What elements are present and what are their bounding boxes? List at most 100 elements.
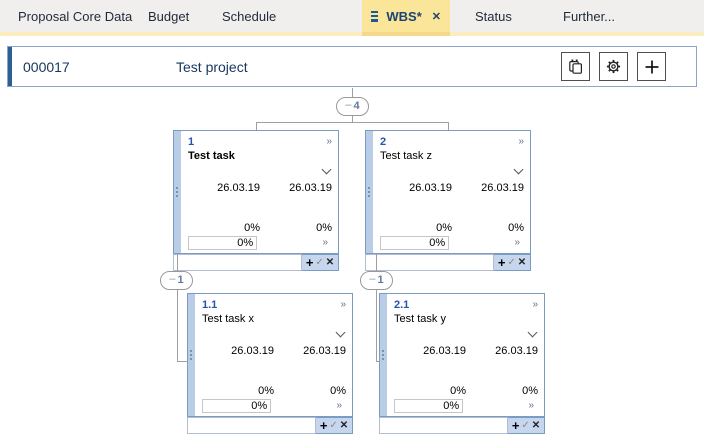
new-task-input[interactable]: [187, 417, 316, 434]
task-start-date: 26.03.19: [231, 345, 274, 357]
hamburger-menu-icon[interactable]: [371, 10, 379, 22]
expand-details-icon[interactable]: »: [532, 299, 538, 310]
drag-handle-icon: [190, 350, 192, 360]
card-footer-actions: + ✓ ✕: [508, 417, 545, 434]
card-drag-strip[interactable]: [380, 294, 387, 416]
task-number: 2: [380, 136, 387, 148]
expand-more-icon[interactable]: »: [322, 237, 328, 248]
delete-icon[interactable]: ✕: [517, 256, 527, 268]
settings-button[interactable]: [599, 52, 628, 81]
task-percent-right: 0%: [316, 222, 332, 234]
card-drag-strip[interactable]: [188, 294, 195, 416]
drag-handle-icon: [368, 187, 370, 197]
task-start-date: 26.03.19: [423, 345, 466, 357]
expand-details-icon[interactable]: »: [340, 299, 346, 310]
task-card-2-1[interactable]: 2.1 » Test task y 26.03.19 26.03.19 0% 0…: [379, 293, 545, 434]
task-percent-right: 0%: [330, 385, 346, 397]
confirm-icon[interactable]: ✓: [507, 256, 516, 268]
expand-details-icon[interactable]: »: [518, 136, 524, 147]
add-node-button[interactable]: [637, 52, 666, 81]
card-footer: + ✓ ✕: [173, 254, 339, 271]
task-title[interactable]: Test task y: [394, 313, 446, 325]
connector-line: [448, 122, 449, 130]
task-card-1-1[interactable]: 1.1 » Test task x 26.03.19 26.03.19 0% 0…: [187, 293, 353, 434]
active-tab-underline: [362, 32, 450, 36]
task-percent-left: 0%: [436, 222, 452, 234]
drag-handle-icon: [382, 350, 384, 360]
tab-further[interactable]: Further...: [563, 8, 616, 24]
project-header-bar: 000017 Test project: [7, 46, 697, 87]
collapse-count: 4: [353, 100, 360, 112]
tab-bar: Proposal Core Data Budget Schedule WBS* …: [0, 0, 704, 32]
task-end-date: 26.03.19: [481, 182, 524, 194]
delete-icon[interactable]: ✕: [325, 256, 335, 268]
connector-line: [376, 254, 377, 271]
copy-icon: [567, 58, 584, 75]
new-task-input[interactable]: [379, 417, 508, 434]
tab-proposal-core-data[interactable]: Proposal Core Data: [18, 8, 133, 24]
confirm-icon[interactable]: ✓: [521, 419, 530, 431]
copy-button[interactable]: [561, 52, 590, 81]
connector-line: [352, 116, 353, 123]
connector-line: [352, 88, 353, 97]
confirm-icon[interactable]: ✓: [315, 256, 324, 268]
tab-schedule[interactable]: Schedule: [222, 8, 277, 24]
task-percent-right: 0%: [508, 222, 524, 234]
connector-line: [177, 290, 178, 362]
connector-line: [256, 122, 257, 130]
chevron-down-icon[interactable]: [527, 327, 538, 338]
collapse-minus-icon: –: [345, 99, 352, 111]
tab-wbs-label: WBS*: [386, 8, 422, 24]
task-percent-input[interactable]: 0%: [394, 399, 464, 413]
new-task-input[interactable]: [365, 254, 494, 271]
delete-icon[interactable]: ✕: [531, 419, 541, 431]
new-task-input[interactable]: [173, 254, 302, 271]
task-percent-left: 0%: [244, 222, 260, 234]
collapse-pill-branch-1[interactable]: – 1: [160, 271, 193, 290]
card-footer-actions: + ✓ ✕: [316, 417, 353, 434]
collapse-pill-root[interactable]: – 4: [336, 97, 369, 116]
delete-icon[interactable]: ✕: [339, 419, 349, 431]
add-child-icon[interactable]: +: [511, 418, 520, 433]
tab-close-icon[interactable]: ✕: [431, 10, 441, 23]
card-footer: + ✓ ✕: [187, 417, 353, 434]
card-footer-actions: + ✓ ✕: [494, 254, 531, 271]
add-child-icon[interactable]: +: [497, 255, 506, 270]
collapse-minus-icon: –: [169, 273, 176, 285]
tab-status[interactable]: Status: [475, 8, 512, 24]
header-accent-strip: [8, 47, 12, 86]
chevron-down-icon[interactable]: [321, 164, 332, 175]
expand-details-icon[interactable]: »: [326, 136, 332, 147]
task-card-1[interactable]: 1 » Test task 26.03.19 26.03.19 0% 0% 0%…: [173, 130, 339, 271]
tab-wbs-active[interactable]: WBS* ✕: [362, 0, 450, 32]
connector-line: [177, 361, 188, 362]
card-footer: + ✓ ✕: [379, 417, 545, 434]
chevron-down-icon[interactable]: [335, 327, 346, 338]
task-percent-input[interactable]: 0%: [188, 236, 258, 250]
expand-more-icon[interactable]: »: [528, 400, 534, 411]
task-title[interactable]: Test task x: [202, 313, 254, 325]
expand-more-icon[interactable]: »: [336, 400, 342, 411]
task-end-date: 26.03.19: [289, 182, 332, 194]
task-title[interactable]: Test task: [188, 150, 235, 162]
task-percent-right: 0%: [522, 385, 538, 397]
task-card-2[interactable]: 2 » Test task z 26.03.19 26.03.19 0% 0% …: [365, 130, 531, 271]
confirm-icon[interactable]: ✓: [329, 419, 338, 431]
card-drag-strip[interactable]: [366, 131, 373, 253]
task-percent-left: 0%: [258, 385, 274, 397]
collapse-minus-icon: –: [369, 273, 376, 285]
card-footer: + ✓ ✕: [365, 254, 531, 271]
chevron-down-icon[interactable]: [513, 164, 524, 175]
collapse-pill-branch-2[interactable]: – 1: [360, 271, 393, 290]
gear-icon: [605, 58, 622, 75]
add-child-icon[interactable]: +: [319, 418, 328, 433]
tab-budget[interactable]: Budget: [148, 8, 190, 24]
task-title[interactable]: Test task z: [380, 150, 432, 162]
task-percent-input[interactable]: 0%: [380, 236, 450, 250]
expand-more-icon[interactable]: »: [514, 237, 520, 248]
add-child-icon[interactable]: +: [305, 255, 314, 270]
connector-line: [376, 361, 380, 362]
task-percent-input[interactable]: 0%: [202, 399, 272, 413]
card-drag-strip[interactable]: [174, 131, 181, 253]
